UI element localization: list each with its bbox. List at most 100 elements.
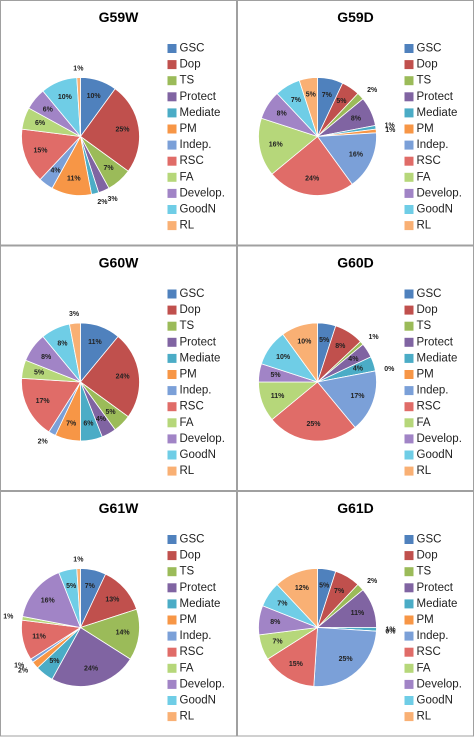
- legend-swatch: [404, 140, 414, 150]
- legend-swatch: [167, 583, 177, 593]
- legend-swatch: [167, 551, 177, 561]
- legend-label: GSC: [180, 43, 205, 55]
- legend-label: RL: [180, 465, 195, 477]
- data-label: 25%: [115, 127, 130, 134]
- data-label: 7%: [334, 588, 345, 595]
- legend-swatch: [404, 631, 414, 641]
- legend-label: RL: [180, 220, 195, 232]
- legend-swatch: [167, 337, 177, 347]
- legend-label: Dop: [417, 304, 438, 316]
- legend-swatch: [404, 679, 414, 689]
- legend-swatch: [404, 156, 414, 166]
- legend-label: Develop.: [180, 187, 225, 199]
- legend-swatch: [167, 434, 177, 444]
- data-label: 5%: [49, 658, 60, 665]
- legend-swatch: [404, 599, 414, 609]
- legend-swatch: [167, 353, 177, 363]
- legend-label: Dop: [417, 550, 438, 562]
- data-label: 8%: [277, 111, 288, 118]
- pie-slice: [316, 370, 377, 429]
- legend-swatch: [404, 402, 414, 412]
- legend-label: FA: [417, 171, 431, 183]
- data-label: 7%: [85, 583, 96, 590]
- data-label: 7%: [104, 165, 115, 172]
- legend-label: Develop.: [417, 678, 462, 690]
- legend-swatch: [404, 663, 414, 673]
- legend-swatch: [404, 434, 414, 444]
- chart-panel: G59D7%5%2%8%1%1%16%24%16%8%7%5%GSCDopTSP…: [237, 0, 474, 246]
- pie-slice: [76, 568, 81, 628]
- pie-slice: [258, 117, 319, 175]
- legend-swatch: [167, 615, 177, 625]
- data-label: 5%: [105, 409, 116, 416]
- pie-slice: [298, 77, 318, 137]
- data-label: 12%: [295, 585, 310, 592]
- legend-swatch: [167, 60, 177, 70]
- legend-label: Dop: [417, 59, 438, 71]
- data-label: 10%: [276, 354, 291, 361]
- legend-label: GSC: [180, 288, 205, 300]
- legend-label: TS: [417, 320, 432, 332]
- chart-title: G59W: [99, 9, 139, 25]
- legend-label: Protect: [417, 91, 454, 103]
- data-label: 8%: [57, 340, 68, 347]
- data-label: 0%: [385, 629, 396, 636]
- legend-label: TS: [180, 320, 195, 332]
- legend-label: PM: [417, 614, 434, 626]
- data-label: 4%: [96, 416, 107, 423]
- data-label: 5%: [34, 370, 45, 377]
- legend-swatch: [167, 172, 177, 182]
- data-label: 24%: [84, 665, 99, 672]
- legend-swatch: [167, 535, 177, 544]
- legend-label: Indep.: [417, 139, 449, 151]
- data-label: 1%: [3, 614, 14, 621]
- legend-swatch: [404, 205, 414, 214]
- data-label: 6%: [83, 421, 94, 428]
- chart-panel: G60W11%24%5%4%6%7%2%17%5%8%8%3%GSCDopTSP…: [0, 245, 237, 491]
- pie-slice: [68, 322, 81, 383]
- data-label: 2%: [38, 438, 49, 445]
- data-label: 16%: [349, 151, 364, 158]
- legend-label: RL: [417, 711, 432, 723]
- pie-slice: [76, 77, 81, 137]
- chart-title: G61D: [337, 500, 374, 516]
- legend-swatch: [167, 466, 177, 476]
- data-label: 11%: [88, 339, 102, 346]
- data-label: 1%: [369, 334, 380, 341]
- data-label: 8%: [41, 354, 52, 361]
- legend-swatch: [404, 221, 414, 231]
- legend-label: Indep.: [180, 630, 212, 642]
- data-label: 7%: [291, 97, 302, 104]
- data-label: 7%: [272, 639, 283, 646]
- pie-slice: [316, 132, 377, 185]
- legend-swatch: [167, 76, 177, 86]
- legend-label: TS: [180, 566, 195, 578]
- legend-label: PM: [180, 369, 197, 381]
- legend-swatch: [404, 418, 414, 428]
- legend-swatch: [404, 551, 414, 561]
- legend-swatch: [404, 172, 414, 182]
- legend-swatch: [404, 696, 414, 705]
- data-label: 15%: [34, 148, 49, 155]
- chart-title: G60W: [99, 255, 139, 271]
- legend-label: Indep.: [417, 630, 449, 642]
- legend-swatch: [167, 124, 177, 134]
- data-label: 25%: [306, 421, 321, 428]
- legend-swatch: [167, 663, 177, 673]
- legend-label: Mediate: [180, 352, 221, 364]
- legend-swatch: [404, 289, 414, 299]
- legend-swatch: [167, 156, 177, 166]
- chart-title: G59D: [337, 9, 374, 25]
- data-label: 1%: [385, 123, 396, 130]
- data-label: 1%: [14, 663, 25, 670]
- legend-swatch: [404, 337, 414, 347]
- legend-label: GoodN: [417, 449, 453, 461]
- data-label: 1%: [73, 65, 84, 72]
- chart-panel: G60D 5% 8% 1% 4% 4% 0% 17% 25% 11% 5% 10% 10% GSC Dop T…: [237, 245, 474, 491]
- legend-label: RL: [417, 465, 432, 477]
- legend-label: Protect: [417, 582, 454, 594]
- chart-panel: G59W 10% 25% 7% 3%2% 11% 4% 15% 6% 6% 10% 1% GSC Dop T…: [0, 0, 237, 246]
- legend-label: FA: [417, 417, 431, 429]
- data-label: 11%: [67, 175, 81, 182]
- data-label: 7%: [277, 600, 288, 607]
